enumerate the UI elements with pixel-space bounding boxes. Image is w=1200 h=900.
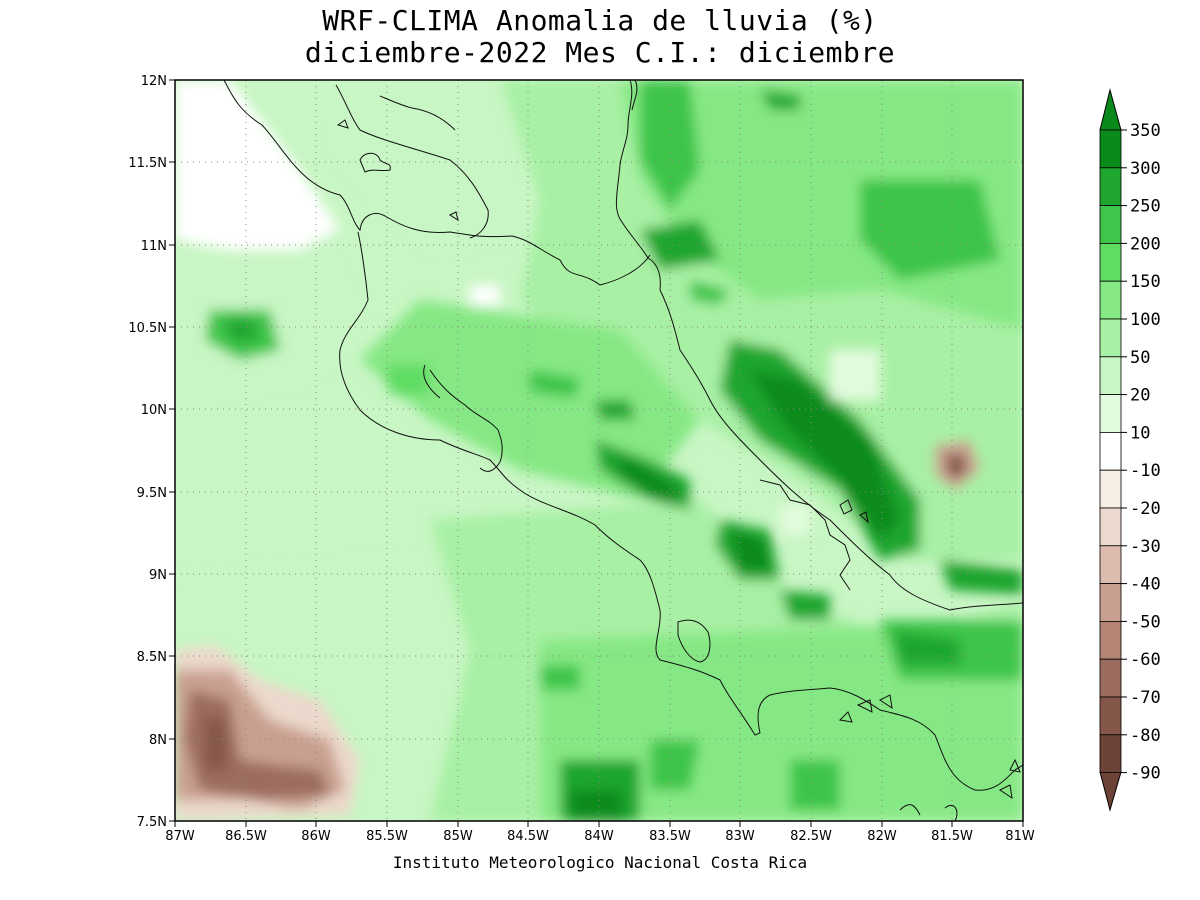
lon-label: 82W xyxy=(867,829,897,844)
lat-label: 10N xyxy=(141,403,167,418)
lat-label: 8N xyxy=(149,733,167,748)
colorbar-bottom-arrow xyxy=(1099,771,1122,812)
colorbar-label: -60 xyxy=(1130,650,1161,670)
colorbar-swatch xyxy=(1099,583,1122,622)
lon-label: 85.5W xyxy=(366,829,408,844)
lat-label: 12N xyxy=(141,74,167,89)
colorbar-swatch xyxy=(1099,431,1122,471)
lat-label: 9N xyxy=(149,568,167,583)
lon-label: 81.5W xyxy=(931,829,973,844)
lon-label: 83W xyxy=(725,829,755,844)
lon-label: 87W xyxy=(165,829,195,844)
colorbar-swatch xyxy=(1099,280,1122,320)
coastlines xyxy=(223,80,1023,821)
colorbar-label: -30 xyxy=(1130,537,1161,557)
colorbar-swatch xyxy=(1099,242,1122,282)
colorbar-swatch xyxy=(1099,129,1122,169)
colorbar-label: -90 xyxy=(1130,764,1161,784)
colorbar-label: -70 xyxy=(1130,688,1161,708)
longitude-labels: 87W 86.5W 86W 85.5W 85W 84.5W 84W 83.5W … xyxy=(165,829,1035,844)
colorbar: 350 300 250 200 150 100 50 20 10 -10 -20 -30 -40 -50 -… xyxy=(1099,88,1161,812)
colorbar-label: 250 xyxy=(1130,197,1161,217)
lon-label: 81W xyxy=(1005,829,1035,844)
colorbar-swatch xyxy=(1099,167,1122,207)
credit-text: Instituto Meteorologico Nacional Costa R… xyxy=(392,853,808,872)
colorbar-label: 100 xyxy=(1130,310,1161,330)
colorbar-label: 350 xyxy=(1130,121,1161,141)
colorbar-label: -20 xyxy=(1130,499,1161,519)
colorbar-swatch xyxy=(1099,356,1122,395)
colorbar-label: -40 xyxy=(1130,575,1161,595)
colorbar-top-arrow xyxy=(1099,88,1122,131)
lon-label: 84W xyxy=(584,829,614,844)
colorbar-swatch xyxy=(1099,545,1122,584)
colorbar-swatch xyxy=(1099,318,1122,358)
lon-label: 84.5W xyxy=(507,829,549,844)
colorbar-label: 50 xyxy=(1130,348,1150,368)
colorbar-label: -10 xyxy=(1130,461,1161,481)
lon-label: 82.5W xyxy=(790,829,832,844)
colorbar-label: 20 xyxy=(1130,386,1150,406)
colorbar-swatch xyxy=(1099,205,1122,244)
latitude-labels: 12N 11.5N 11N 10.5N 10N 9.5N 9N 8.5N 8N … xyxy=(128,74,167,830)
colorbar-label: 300 xyxy=(1130,159,1161,179)
colorbar-label: -50 xyxy=(1130,612,1161,632)
lat-label: 11N xyxy=(141,239,167,254)
colorbar-swatch xyxy=(1099,696,1122,736)
axis-ticks xyxy=(169,79,1024,827)
colorbar-label: 10 xyxy=(1130,423,1150,443)
lon-label: 85W xyxy=(443,829,473,844)
lon-label: 83.5W xyxy=(649,829,691,844)
lat-label: 8.5N xyxy=(137,650,167,665)
colorbar-label: 150 xyxy=(1130,272,1161,292)
colorbar-swatch xyxy=(1099,621,1122,660)
anomaly-field xyxy=(175,80,1023,821)
lat-label: 10.5N xyxy=(128,321,167,336)
colorbar-label: 200 xyxy=(1130,234,1161,254)
colorbar-swatch xyxy=(1099,658,1122,698)
map-title-line2: diciembre-2022 Mes C.I.: diciembre xyxy=(304,36,896,69)
lon-label: 86.5W xyxy=(225,829,267,844)
colorbar-label: -80 xyxy=(1130,726,1161,746)
colorbar-swatch xyxy=(1099,507,1122,547)
lon-label: 86W xyxy=(301,829,331,844)
colorbar-swatch xyxy=(1099,394,1122,433)
colorbar-swatch xyxy=(1099,734,1122,773)
lat-label: 9.5N xyxy=(137,486,167,501)
lat-label: 7.5N xyxy=(137,815,167,830)
colorbar-swatch xyxy=(1099,469,1122,509)
lat-label: 11.5N xyxy=(128,156,167,171)
map-title-line1: WRF-CLIMA Anomalia de lluvia (%) xyxy=(322,4,878,37)
